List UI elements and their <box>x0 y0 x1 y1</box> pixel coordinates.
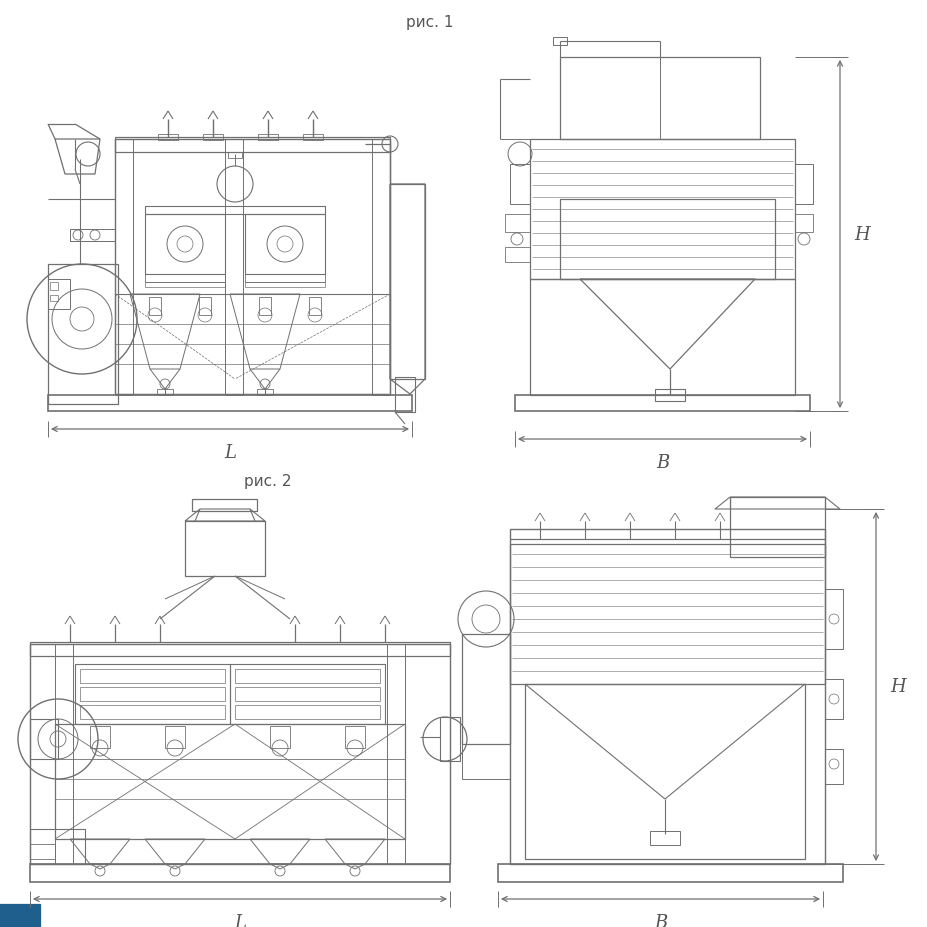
Bar <box>75 665 230 724</box>
Bar <box>80 669 224 683</box>
Bar <box>228 153 242 159</box>
Bar <box>145 274 224 283</box>
Bar <box>824 590 842 649</box>
Bar <box>184 521 265 577</box>
Bar <box>235 705 379 719</box>
Bar <box>115 140 389 395</box>
Bar <box>198 298 210 316</box>
Bar <box>149 298 160 316</box>
Text: H: H <box>889 678 905 696</box>
Bar <box>654 389 684 401</box>
Bar <box>529 280 794 396</box>
Bar <box>372 140 389 396</box>
Bar <box>145 207 324 215</box>
Bar <box>510 544 824 684</box>
Bar <box>230 665 385 724</box>
Text: L: L <box>223 443 235 462</box>
Text: B: B <box>654 913 667 927</box>
Bar <box>55 724 404 839</box>
Bar <box>30 844 55 859</box>
Text: рис. 2: рис. 2 <box>244 474 291 489</box>
Bar <box>462 744 510 780</box>
Bar <box>48 396 412 412</box>
Bar <box>80 687 224 701</box>
Bar <box>30 829 85 864</box>
Bar <box>48 265 118 404</box>
Bar <box>115 295 389 395</box>
Bar <box>50 283 57 291</box>
Bar <box>498 864 842 883</box>
Bar <box>309 298 321 316</box>
Bar <box>245 215 324 274</box>
Bar <box>115 138 389 153</box>
Bar <box>50 296 57 301</box>
Bar <box>30 864 450 883</box>
Bar <box>70 230 115 242</box>
Bar <box>115 140 133 396</box>
Bar <box>794 215 812 233</box>
Bar <box>259 298 271 316</box>
Bar <box>552 38 566 46</box>
Bar <box>462 634 510 744</box>
Text: рис. 1: рис. 1 <box>406 15 453 30</box>
Bar <box>824 749 842 784</box>
Bar <box>192 500 257 512</box>
Text: H: H <box>853 226 869 244</box>
Bar <box>504 248 529 262</box>
Bar <box>158 134 178 141</box>
Bar <box>0 904 40 927</box>
Bar <box>245 274 324 283</box>
Bar <box>257 389 273 396</box>
Bar <box>730 498 824 557</box>
Bar <box>145 283 224 287</box>
Bar <box>510 529 824 864</box>
Bar <box>510 165 529 205</box>
Bar <box>559 57 759 140</box>
Bar <box>157 389 172 396</box>
Bar <box>80 705 224 719</box>
Bar <box>794 165 812 205</box>
Bar <box>224 140 243 396</box>
Bar <box>30 642 450 656</box>
Bar <box>303 134 323 141</box>
Bar <box>514 396 809 412</box>
Bar <box>90 726 110 748</box>
Bar <box>258 134 278 141</box>
Text: L: L <box>234 913 246 927</box>
Bar <box>145 215 224 274</box>
Bar <box>529 140 794 280</box>
Bar <box>30 719 57 759</box>
Bar <box>235 669 379 683</box>
Bar <box>345 726 364 748</box>
Bar <box>439 717 460 761</box>
Bar <box>387 644 404 864</box>
Bar <box>55 644 73 864</box>
Bar <box>245 283 324 287</box>
Bar <box>48 280 70 310</box>
Bar <box>30 644 450 864</box>
Bar <box>395 377 414 413</box>
Bar <box>824 679 842 719</box>
Bar <box>525 684 804 859</box>
Bar <box>649 832 679 845</box>
Bar <box>504 215 529 233</box>
Bar <box>235 687 379 701</box>
Bar <box>389 184 425 379</box>
Bar <box>165 726 184 748</box>
Bar <box>270 726 289 748</box>
Text: B: B <box>655 453 668 472</box>
Bar <box>203 134 222 141</box>
